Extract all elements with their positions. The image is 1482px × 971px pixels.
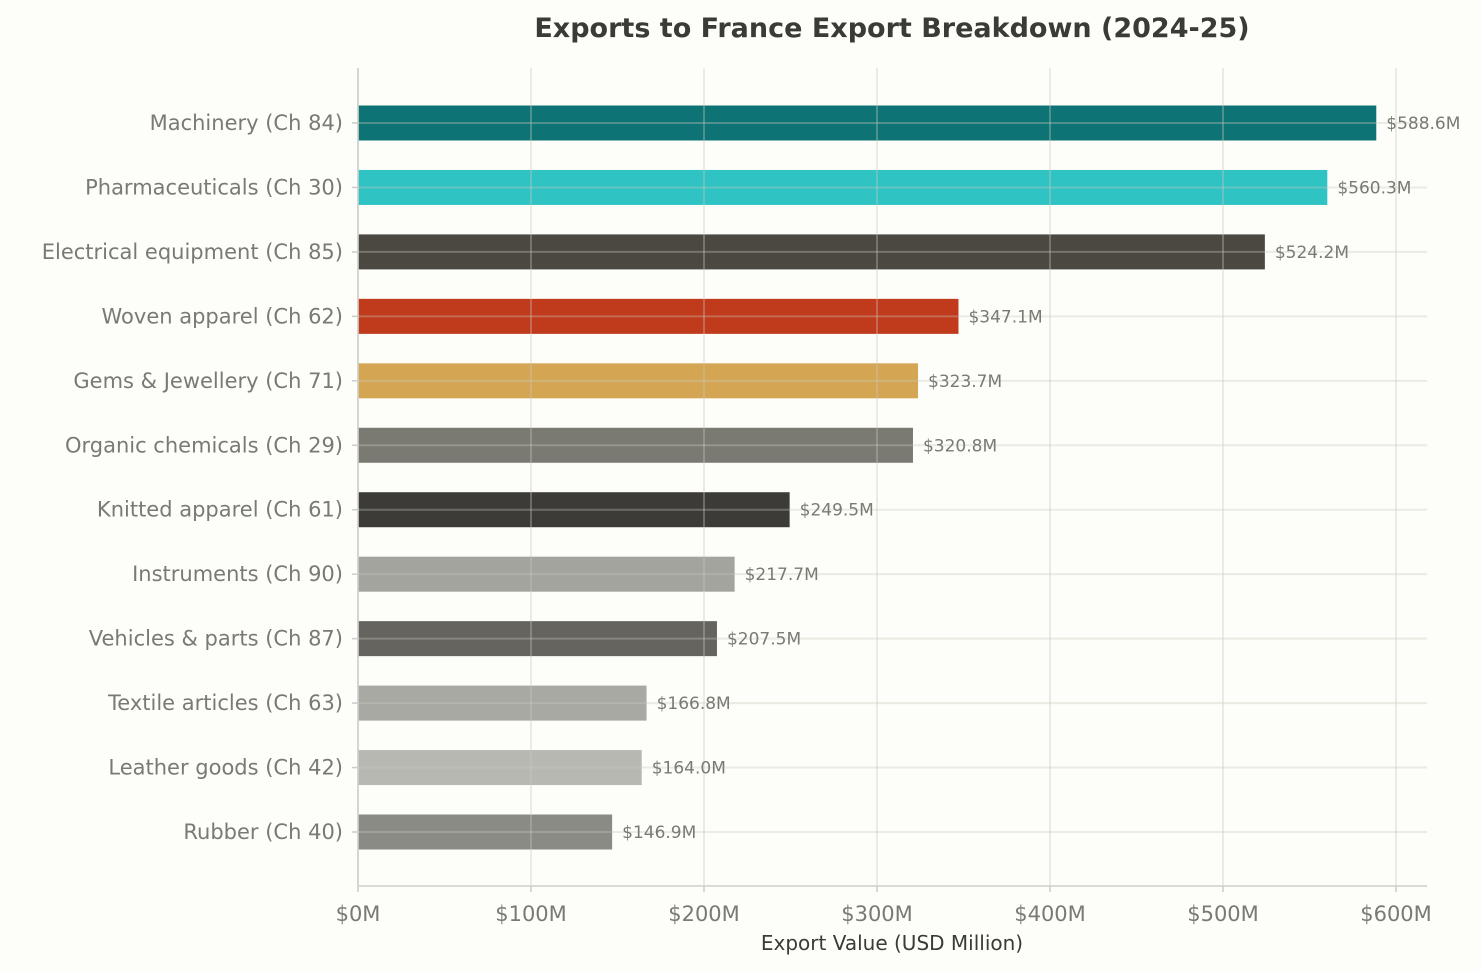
x-tick-label: $100M: [495, 902, 567, 926]
y-tick-label: Gems & Jewellery (Ch 71): [73, 369, 343, 393]
x-tick-label: $0M: [336, 902, 381, 926]
y-tick-label: Electrical equipment (Ch 85): [42, 240, 343, 264]
bar: [358, 105, 1377, 141]
bar: [358, 169, 1328, 205]
y-tick-label: Leather goods (Ch 42): [108, 756, 343, 780]
data-label: $164.0M: [652, 759, 726, 779]
data-label: $347.1M: [968, 307, 1042, 327]
x-tick-label: $600M: [1360, 902, 1432, 926]
data-label: $166.8M: [657, 694, 731, 714]
bar: [358, 750, 642, 786]
x-tick-label: $200M: [668, 902, 740, 926]
data-label: $560.3M: [1337, 178, 1411, 198]
bar: [358, 556, 735, 592]
bar: [358, 298, 959, 334]
bar: [358, 685, 647, 721]
x-axis-label: Export Value (USD Million): [761, 931, 1023, 955]
y-tick-label: Vehicles & parts (Ch 87): [89, 627, 343, 651]
y-tick-label: Machinery (Ch 84): [150, 111, 343, 135]
bar: [358, 427, 913, 463]
x-tick-label: $300M: [841, 902, 913, 926]
y-tick-label: Instruments (Ch 90): [132, 562, 343, 586]
y-tick-label: Rubber (Ch 40): [183, 820, 343, 844]
data-label: $588.6M: [1386, 114, 1460, 134]
data-label: $249.5M: [800, 501, 874, 521]
bar: [358, 621, 717, 657]
data-label: $146.9M: [622, 823, 696, 843]
data-label: $323.7M: [928, 372, 1002, 392]
data-label: $524.2M: [1275, 243, 1349, 263]
data-label: $217.7M: [745, 565, 819, 585]
y-tick-label: Knitted apparel (Ch 61): [97, 498, 343, 522]
y-tick-label: Textile articles (Ch 63): [107, 691, 343, 715]
y-tick-label: Woven apparel (Ch 62): [102, 304, 343, 328]
bar: [358, 234, 1265, 270]
bar: [358, 363, 919, 399]
data-label: $320.8M: [923, 436, 997, 456]
chart-title: Exports to France Export Breakdown (2024…: [534, 13, 1249, 44]
x-tick-label: $500M: [1187, 902, 1259, 926]
bar: [358, 814, 613, 850]
y-tick-label: Organic chemicals (Ch 29): [65, 433, 343, 457]
data-label: $207.5M: [727, 630, 801, 650]
x-tick-label: $400M: [1014, 902, 1086, 926]
bar: [358, 492, 790, 528]
y-tick-label: Pharmaceuticals (Ch 30): [85, 175, 343, 199]
